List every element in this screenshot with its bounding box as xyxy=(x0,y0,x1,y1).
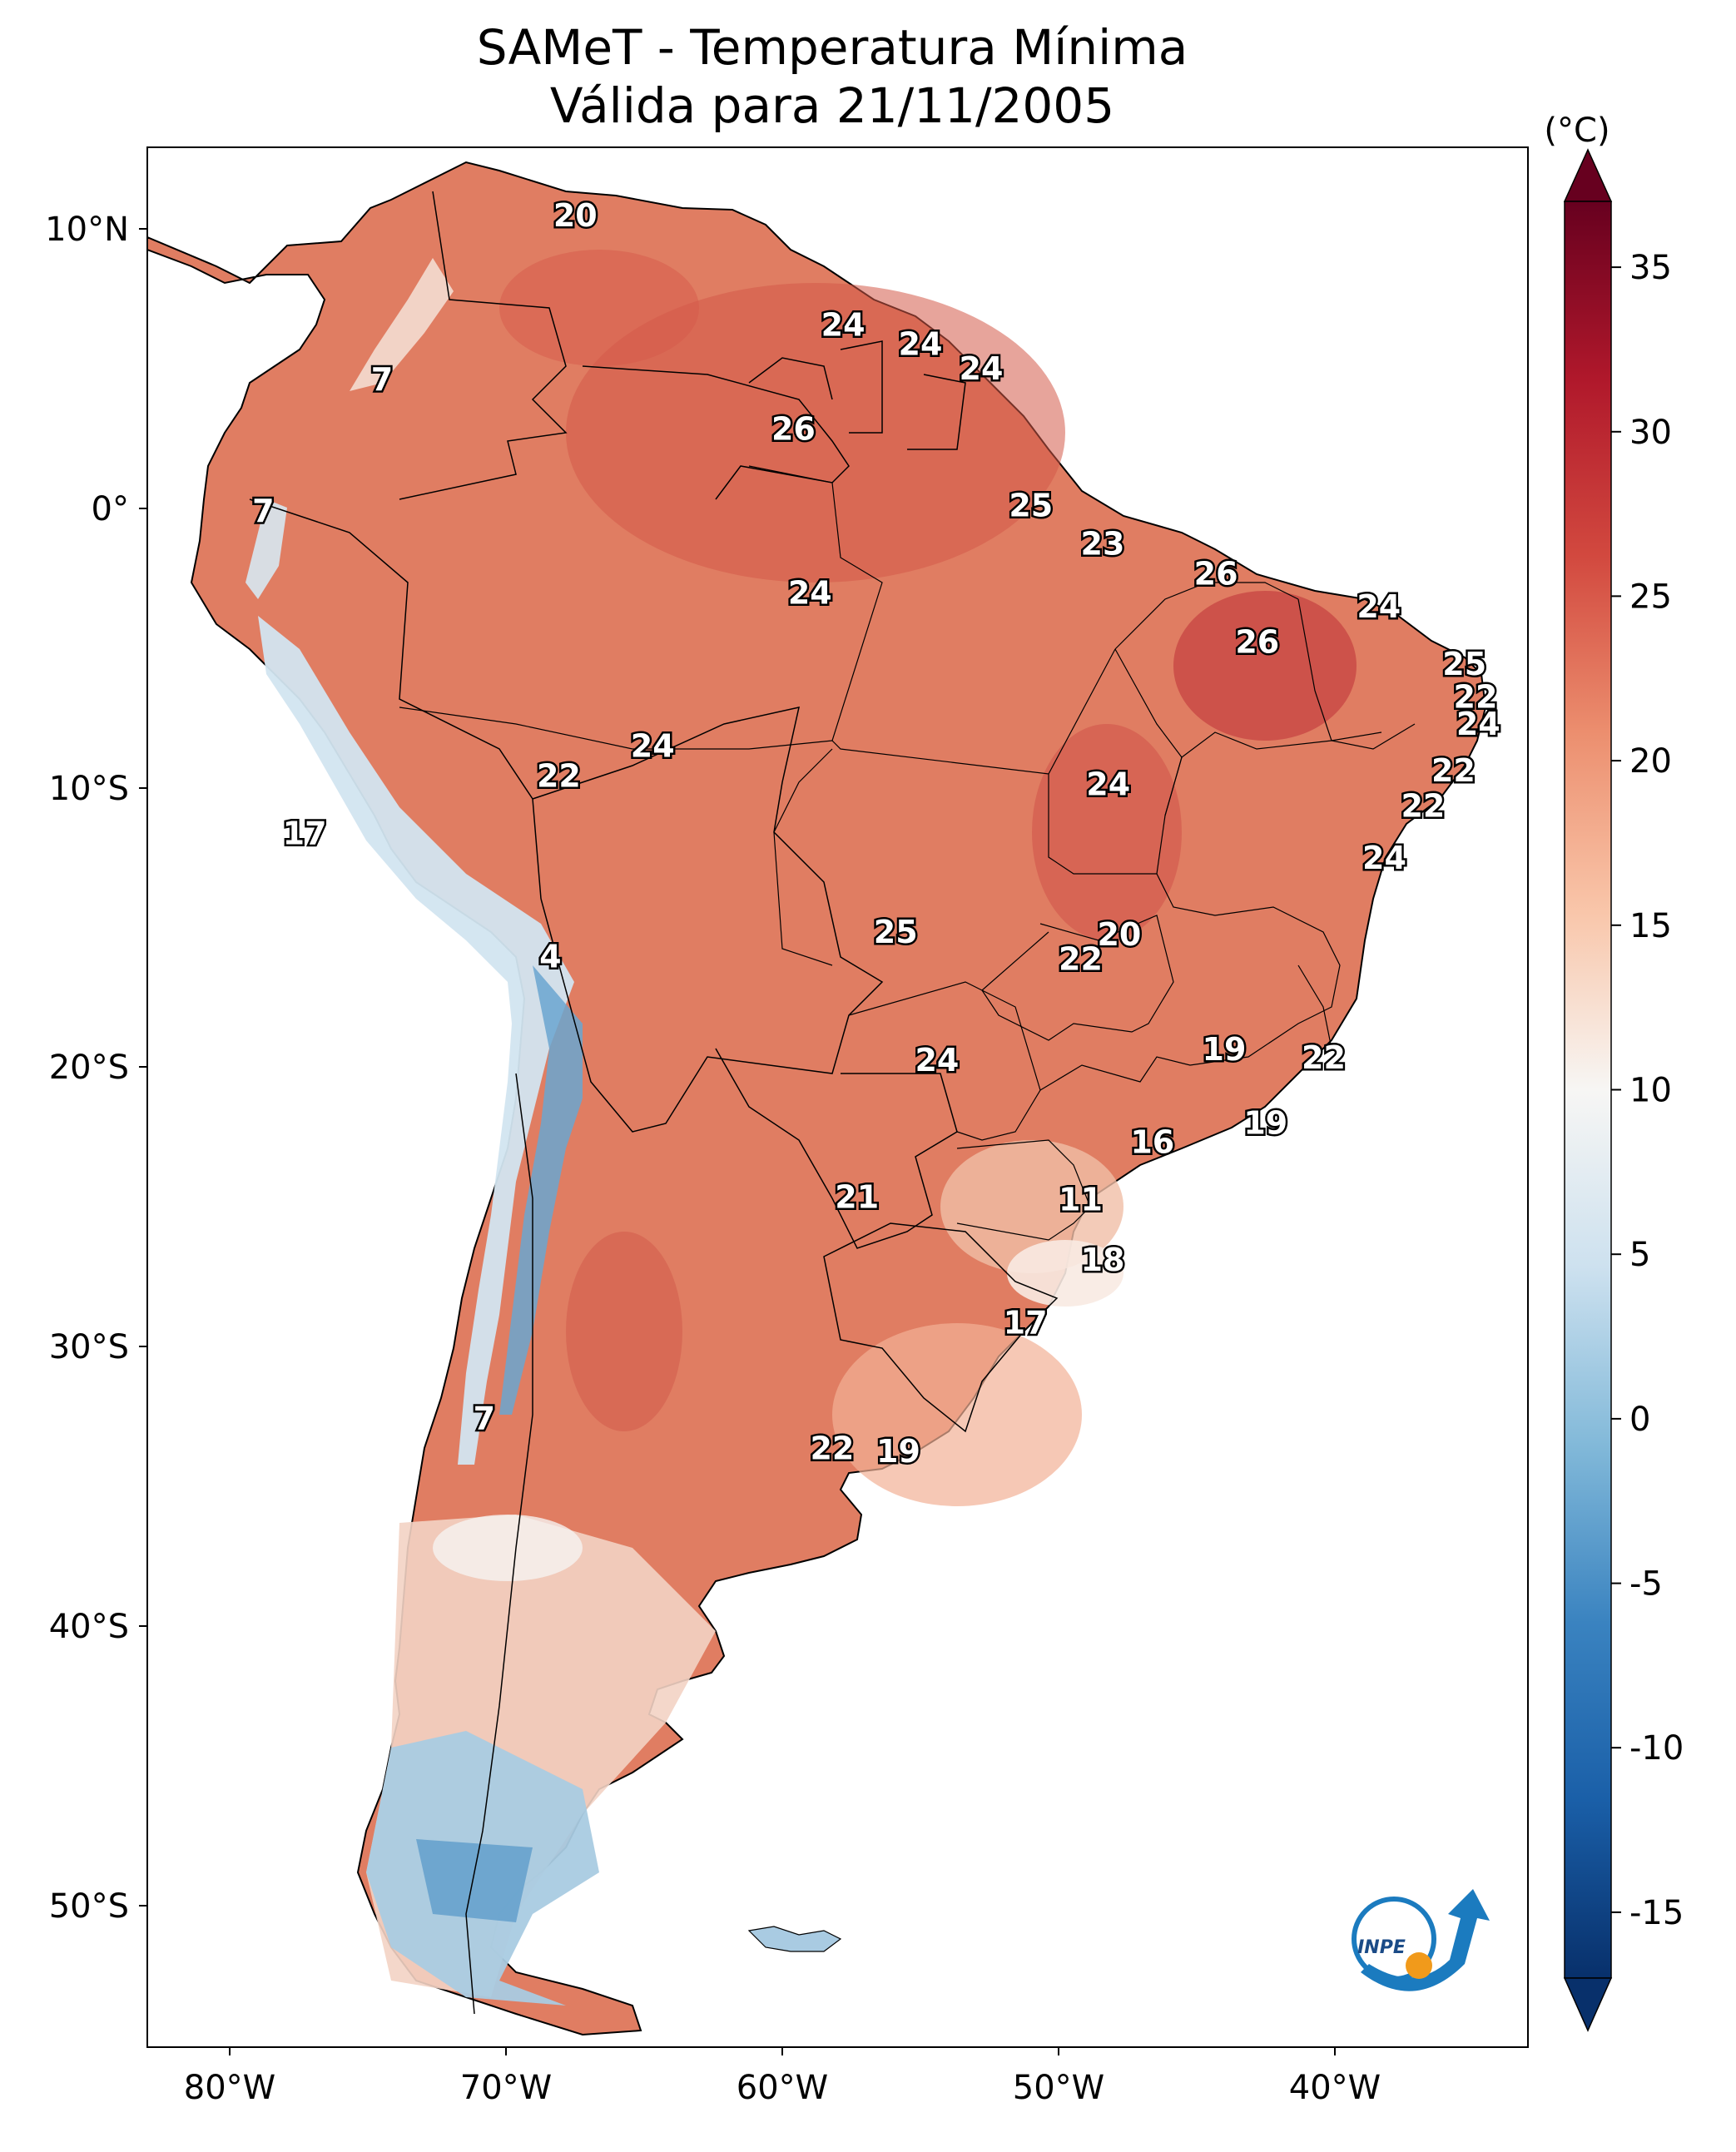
contour-label: 22 xyxy=(810,1431,854,1467)
lon-tick-label: 60°W xyxy=(737,2069,828,2107)
contour-label: 24 xyxy=(899,326,943,363)
cool-area-rio-grande xyxy=(832,1323,1082,1506)
colorbar-tick-label: 10 xyxy=(1629,1072,1672,1110)
contour-label: 24 xyxy=(1357,588,1401,625)
colorbar: (°C) 35 30 25 20 15 10 5 0 -5 -10 -15 xyxy=(1544,112,1684,2032)
colorbar-tick-label: -10 xyxy=(1629,1729,1684,1768)
contour-label: 26 xyxy=(771,410,816,447)
country-borders xyxy=(249,191,1059,2015)
lat-tick-label: 10°S xyxy=(49,770,129,808)
lat-tick-label: 10°N xyxy=(45,211,129,249)
patagonia-white-area xyxy=(433,1515,583,1581)
contour-label: 18 xyxy=(1081,1242,1125,1278)
warm-core-chaco xyxy=(566,1232,682,1431)
contour-label: 7 xyxy=(474,1401,495,1437)
contour-label: 24 xyxy=(631,727,675,764)
ecuador-andes-cold xyxy=(246,499,287,599)
lon-tick-label: 70°W xyxy=(460,2069,552,2107)
contour-label: 22 xyxy=(1454,678,1498,715)
colorbar-tick-label: 20 xyxy=(1629,742,1672,781)
contour-label: 26 xyxy=(1235,624,1279,661)
contour-label: 22 xyxy=(1431,752,1476,789)
warm-core-tocantins xyxy=(1032,724,1182,940)
lat-tick-label: 40°S xyxy=(49,1608,129,1646)
falkland-islands xyxy=(747,1926,842,1952)
title-line-2: Válida para 21/11/2005 xyxy=(549,77,1115,134)
contour-label: 24 xyxy=(960,350,1004,387)
latitude-axis: 10°N 0° 10°S 20°S 30°S 40°S 50°S xyxy=(45,211,147,1926)
colorbar-tick-label: -5 xyxy=(1629,1565,1663,1604)
contour-label: 22 xyxy=(1401,788,1445,825)
lat-tick-label: 50°S xyxy=(49,1887,129,1926)
colorbar-unit: (°C) xyxy=(1544,112,1610,150)
contour-label: 17 xyxy=(1004,1305,1048,1341)
lon-tick-label: 40°W xyxy=(1289,2069,1381,2107)
lat-tick-label: 30°S xyxy=(49,1328,129,1366)
contour-label: 24 xyxy=(915,1042,959,1078)
lat-tick-label: 0° xyxy=(92,490,129,528)
chart-title: SAMeT - Temperatura Mínima Válida para 2… xyxy=(0,18,1664,135)
inpe-logo: INPE xyxy=(1352,1889,1490,1991)
contour-label: 20 xyxy=(553,197,598,234)
colorbar-tick-label: 30 xyxy=(1629,414,1672,452)
colorbar-tick-label: 25 xyxy=(1629,578,1672,616)
lat-tick-label: 20°S xyxy=(49,1049,129,1087)
cool-area-parana xyxy=(940,1140,1123,1273)
warm-core-northeast xyxy=(1173,591,1357,741)
contour-label: 25 xyxy=(1442,646,1486,682)
colorbar-bottom-extend xyxy=(1563,1977,1613,2032)
contour-label: 19 xyxy=(876,1433,920,1470)
contour-label: 7 xyxy=(371,361,393,398)
contour-label: 24 xyxy=(821,307,866,344)
contour-label: 22 xyxy=(1059,941,1103,978)
lon-tick-label: 50°W xyxy=(1013,2069,1104,2107)
contour-label: 16 xyxy=(1130,1124,1174,1161)
contour-label: 19 xyxy=(1243,1105,1287,1142)
contour-label: 7 xyxy=(252,493,274,529)
contour-label: 22 xyxy=(537,758,581,795)
state-borders xyxy=(399,465,1416,1241)
contour-label: 24 xyxy=(788,574,832,611)
colorbar-tick-label: -15 xyxy=(1629,1894,1684,1932)
colorbar-tick-label: 5 xyxy=(1629,1236,1650,1274)
contour-label: 4 xyxy=(539,938,561,974)
inpe-logo-text: INPE xyxy=(1357,1937,1406,1958)
contour-label: 24 xyxy=(1086,766,1130,802)
andes-coldest-belt xyxy=(499,965,583,1415)
contour-label: 22 xyxy=(1302,1039,1346,1076)
contour-label: 25 xyxy=(874,914,918,950)
contour-label: 20 xyxy=(1097,916,1141,953)
andes-cold-belt xyxy=(258,616,574,1465)
longitude-axis: 80°W 70°W 60°W 50°W 40°W xyxy=(184,2047,1381,2107)
colorbar-tick-label: 35 xyxy=(1629,249,1672,287)
colorbar-tick-label: 15 xyxy=(1629,907,1672,945)
title-line-1: SAMeT - Temperatura Mínima xyxy=(476,19,1188,76)
lon-tick-label: 80°W xyxy=(184,2069,275,2107)
contour-label: 11 xyxy=(1059,1182,1103,1218)
colorbar-tick-label: 0 xyxy=(1629,1401,1650,1439)
colombian-andes-cold xyxy=(350,258,454,391)
contour-label: 24 xyxy=(1456,706,1500,742)
colorbar-top-extend xyxy=(1563,148,1613,202)
patagonia-coldest xyxy=(416,1839,533,1922)
contour-label: 19 xyxy=(1203,1031,1247,1068)
warm-core-amazon xyxy=(566,283,1065,583)
contour-label: 24 xyxy=(1362,840,1406,876)
contour-label: 21 xyxy=(835,1178,879,1215)
contour-label: 23 xyxy=(1081,525,1125,562)
contour-label: 17 xyxy=(283,816,327,852)
contour-label: 26 xyxy=(1194,555,1238,592)
contour-label: 25 xyxy=(1009,487,1053,523)
colorbar-bar xyxy=(1564,201,1612,1979)
warm-core-venezuela xyxy=(499,250,699,366)
